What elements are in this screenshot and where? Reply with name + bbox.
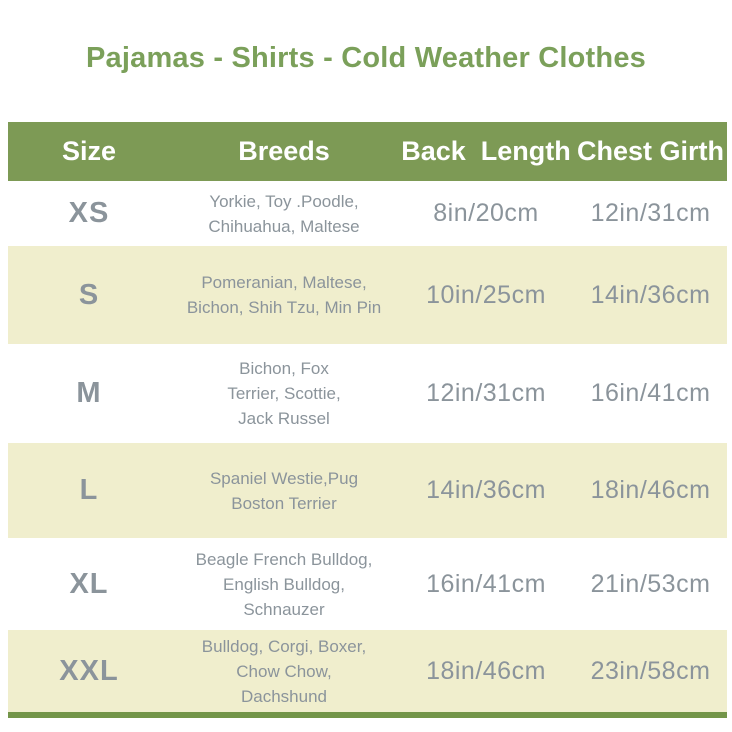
table-row-l: L Spaniel Westie,Pug Boston Terrier 14in… (8, 443, 727, 538)
size-cell: L (79, 474, 99, 506)
breeds-cell: Yorkie, Toy .Poodle, Chihuahua, Maltese (208, 191, 360, 236)
breeds-cell: Bulldog, Corgi, Boxer, Chow Chow, Dachsh… (201, 636, 367, 706)
back-length-cell: 12in/31cm (426, 379, 546, 407)
chest-girth-cell: 23in/58cm (590, 656, 711, 685)
back-length-cell: 10in/25cm (426, 280, 546, 309)
header-breeds: Breeds (238, 136, 330, 166)
chest-girth-cell: 12in/31cm (590, 199, 711, 227)
size-cell: XS (68, 197, 110, 229)
back-length-cell: 18in/46cm (426, 656, 546, 685)
size-table: Size Breeds Back Length Chest Girth XS Y… (8, 122, 727, 718)
chest-girth-cell: 18in/46cm (590, 476, 711, 504)
table-row-xs: XS Yorkie, Toy .Poodle, Chihuahua, Malte… (8, 181, 727, 246)
table-row-xxl: XXL Bulldog, Corgi, Boxer, Chow Chow, Da… (8, 630, 727, 712)
back-length-cell: 16in/41cm (426, 569, 546, 598)
header-size: Size (61, 136, 117, 166)
breeds-cell: Pomeranian, Maltese, Bichon, Shih Tzu, M… (186, 273, 382, 317)
chest-girth-cell: 21in/53cm (590, 569, 711, 598)
header-chest-girth: Chest Girth (576, 136, 724, 166)
back-length-cell: 8in/20cm (433, 199, 539, 227)
chest-girth-cell: 14in/36cm (590, 280, 711, 309)
chest-girth-cell: 16in/41cm (590, 379, 711, 407)
breeds-cell: Spaniel Westie,Pug Boston Terrier (209, 468, 359, 513)
breeds-cell: Beagle French Bulldog, English Bulldog, … (195, 549, 373, 619)
size-cell: S (78, 278, 100, 311)
table-row-xl: XL Beagle French Bulldog, English Bulldo… (8, 538, 727, 630)
size-cell: M (76, 377, 102, 409)
breeds-cell: Bichon, Fox Terrier, Scottie, Jack Russe… (227, 359, 341, 428)
table-row-s: S Pomeranian, Maltese, Bichon, Shih Tzu,… (8, 246, 727, 344)
size-cell: XL (69, 567, 109, 600)
size-cell: XXL (59, 654, 119, 687)
table-bottom-bar (8, 712, 727, 718)
page-title: Pajamas - Shirts - Cold Weather Clothes (85, 42, 646, 74)
table-header-row: Size Breeds Back Length Chest Girth (8, 122, 727, 181)
table-row-m: M Bichon, Fox Terrier, Scottie, Jack Rus… (8, 344, 727, 443)
header-back-length: Back Length (401, 136, 571, 166)
back-length-cell: 14in/36cm (426, 476, 546, 504)
